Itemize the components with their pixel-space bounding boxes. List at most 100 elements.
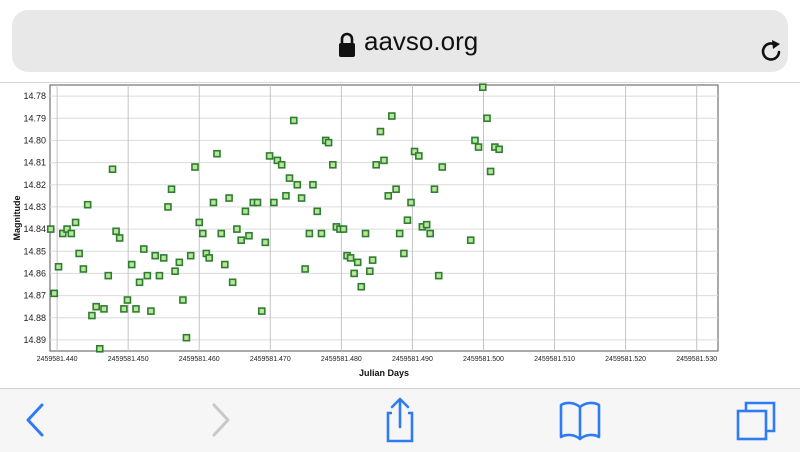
data-point	[63, 225, 71, 233]
data-point	[159, 254, 168, 262]
data-point	[293, 180, 302, 189]
data-point	[270, 198, 278, 207]
url-text: aavso.org	[364, 26, 479, 56]
y-tick-label: 14.86	[23, 268, 46, 278]
data-point	[209, 198, 218, 207]
browser-bottom-toolbar	[0, 388, 800, 452]
data-point	[46, 225, 55, 233]
data-point	[191, 163, 199, 171]
data-point	[410, 147, 419, 156]
data-point	[400, 249, 408, 258]
forward-icon[interactable]	[196, 397, 244, 443]
data-point	[127, 260, 136, 269]
data-point	[357, 282, 366, 291]
data-point	[483, 114, 491, 123]
data-point	[471, 136, 479, 145]
data-point	[426, 229, 434, 238]
data-point	[245, 231, 253, 240]
data-point	[309, 180, 317, 189]
plot-area: 14.78 14.79 14.80 14.81 14.82 14.83 14.84 14.85…	[0, 83, 800, 388]
data-point	[100, 305, 108, 313]
data-point	[317, 229, 326, 238]
data-point	[466, 236, 475, 244]
data-point	[434, 271, 443, 280]
data-point	[120, 305, 128, 313]
data-point	[486, 167, 495, 176]
y-tick-label: 14.82	[23, 180, 46, 190]
tabs-icon[interactable]	[734, 397, 782, 443]
data-point	[257, 307, 266, 315]
data-point	[289, 116, 298, 125]
data-point	[217, 229, 226, 238]
data-point	[50, 289, 59, 298]
data-point	[182, 333, 191, 342]
data-point	[67, 229, 76, 238]
data-point	[339, 225, 348, 233]
data-point	[384, 192, 393, 200]
data-point	[186, 251, 195, 260]
data-point	[225, 194, 233, 202]
x-tick-label: 2459581.490	[392, 356, 433, 363]
x-tick-labels: 2459581.440 2459581.450 2459581.460 2459581…	[37, 356, 718, 363]
data-point	[277, 161, 286, 169]
x-tick-label: 2459581.500	[463, 356, 504, 363]
y-tick-label: 14.85	[23, 246, 46, 256]
address-bar[interactable]: aavso.org	[12, 10, 788, 72]
data-point	[372, 161, 380, 169]
data-point	[297, 194, 306, 202]
data-point	[273, 156, 282, 165]
data-point	[147, 307, 155, 315]
data-point	[112, 227, 120, 236]
share-icon[interactable]	[376, 397, 424, 443]
data-point	[361, 229, 370, 238]
y-tick-label: 14.87	[23, 291, 46, 301]
data-point	[164, 203, 172, 211]
x-tick-label: 2459581.530	[676, 356, 717, 363]
data-point	[324, 138, 333, 147]
data-point	[438, 163, 447, 171]
data-point	[261, 238, 270, 247]
light-curve-chart: 14.78 14.79 14.80 14.81 14.82 14.83 14.84 14.85…	[12, 83, 719, 378]
data-point	[140, 245, 148, 253]
y-tick-label: 14.80	[23, 135, 46, 145]
data-point	[376, 127, 385, 136]
data-point	[155, 271, 164, 280]
data-point	[104, 271, 113, 280]
data-point	[422, 220, 431, 229]
data-point	[415, 152, 423, 160]
data-points	[46, 83, 503, 353]
y-tick-label: 14.84	[23, 224, 46, 234]
y-tick-label: 14.78	[23, 91, 46, 101]
reload-icon[interactable]	[760, 38, 784, 64]
data-point	[92, 302, 100, 311]
data-point	[71, 218, 80, 227]
data-point	[346, 254, 355, 262]
data-point	[75, 249, 83, 258]
data-point	[123, 296, 132, 304]
data-point	[228, 278, 237, 287]
data-point	[83, 200, 92, 209]
data-point	[380, 156, 388, 165]
lock-icon	[339, 32, 355, 57]
y-axis-label: Magnitude	[12, 196, 22, 241]
data-point	[368, 256, 377, 264]
data-point	[179, 296, 187, 304]
x-axis-label: Julian Days	[359, 368, 409, 378]
data-point	[353, 258, 362, 267]
data-point	[329, 161, 337, 169]
data-point	[282, 192, 290, 200]
bookmarks-icon[interactable]	[556, 397, 604, 443]
data-point	[365, 267, 374, 275]
data-point	[305, 229, 314, 238]
data-point	[213, 149, 221, 158]
x-tick-label: 2459581.510	[534, 356, 575, 363]
x-tick-label: 2459581.520	[605, 356, 646, 363]
data-point	[175, 258, 184, 267]
x-tick-label: 2459581.460	[179, 356, 220, 363]
data-point	[115, 234, 124, 242]
data-point	[132, 305, 140, 313]
browser-top-bar: aavso.org	[0, 0, 800, 83]
back-icon[interactable]	[12, 397, 60, 443]
x-tick-label: 2459581.480	[321, 356, 362, 363]
data-point	[95, 344, 104, 353]
